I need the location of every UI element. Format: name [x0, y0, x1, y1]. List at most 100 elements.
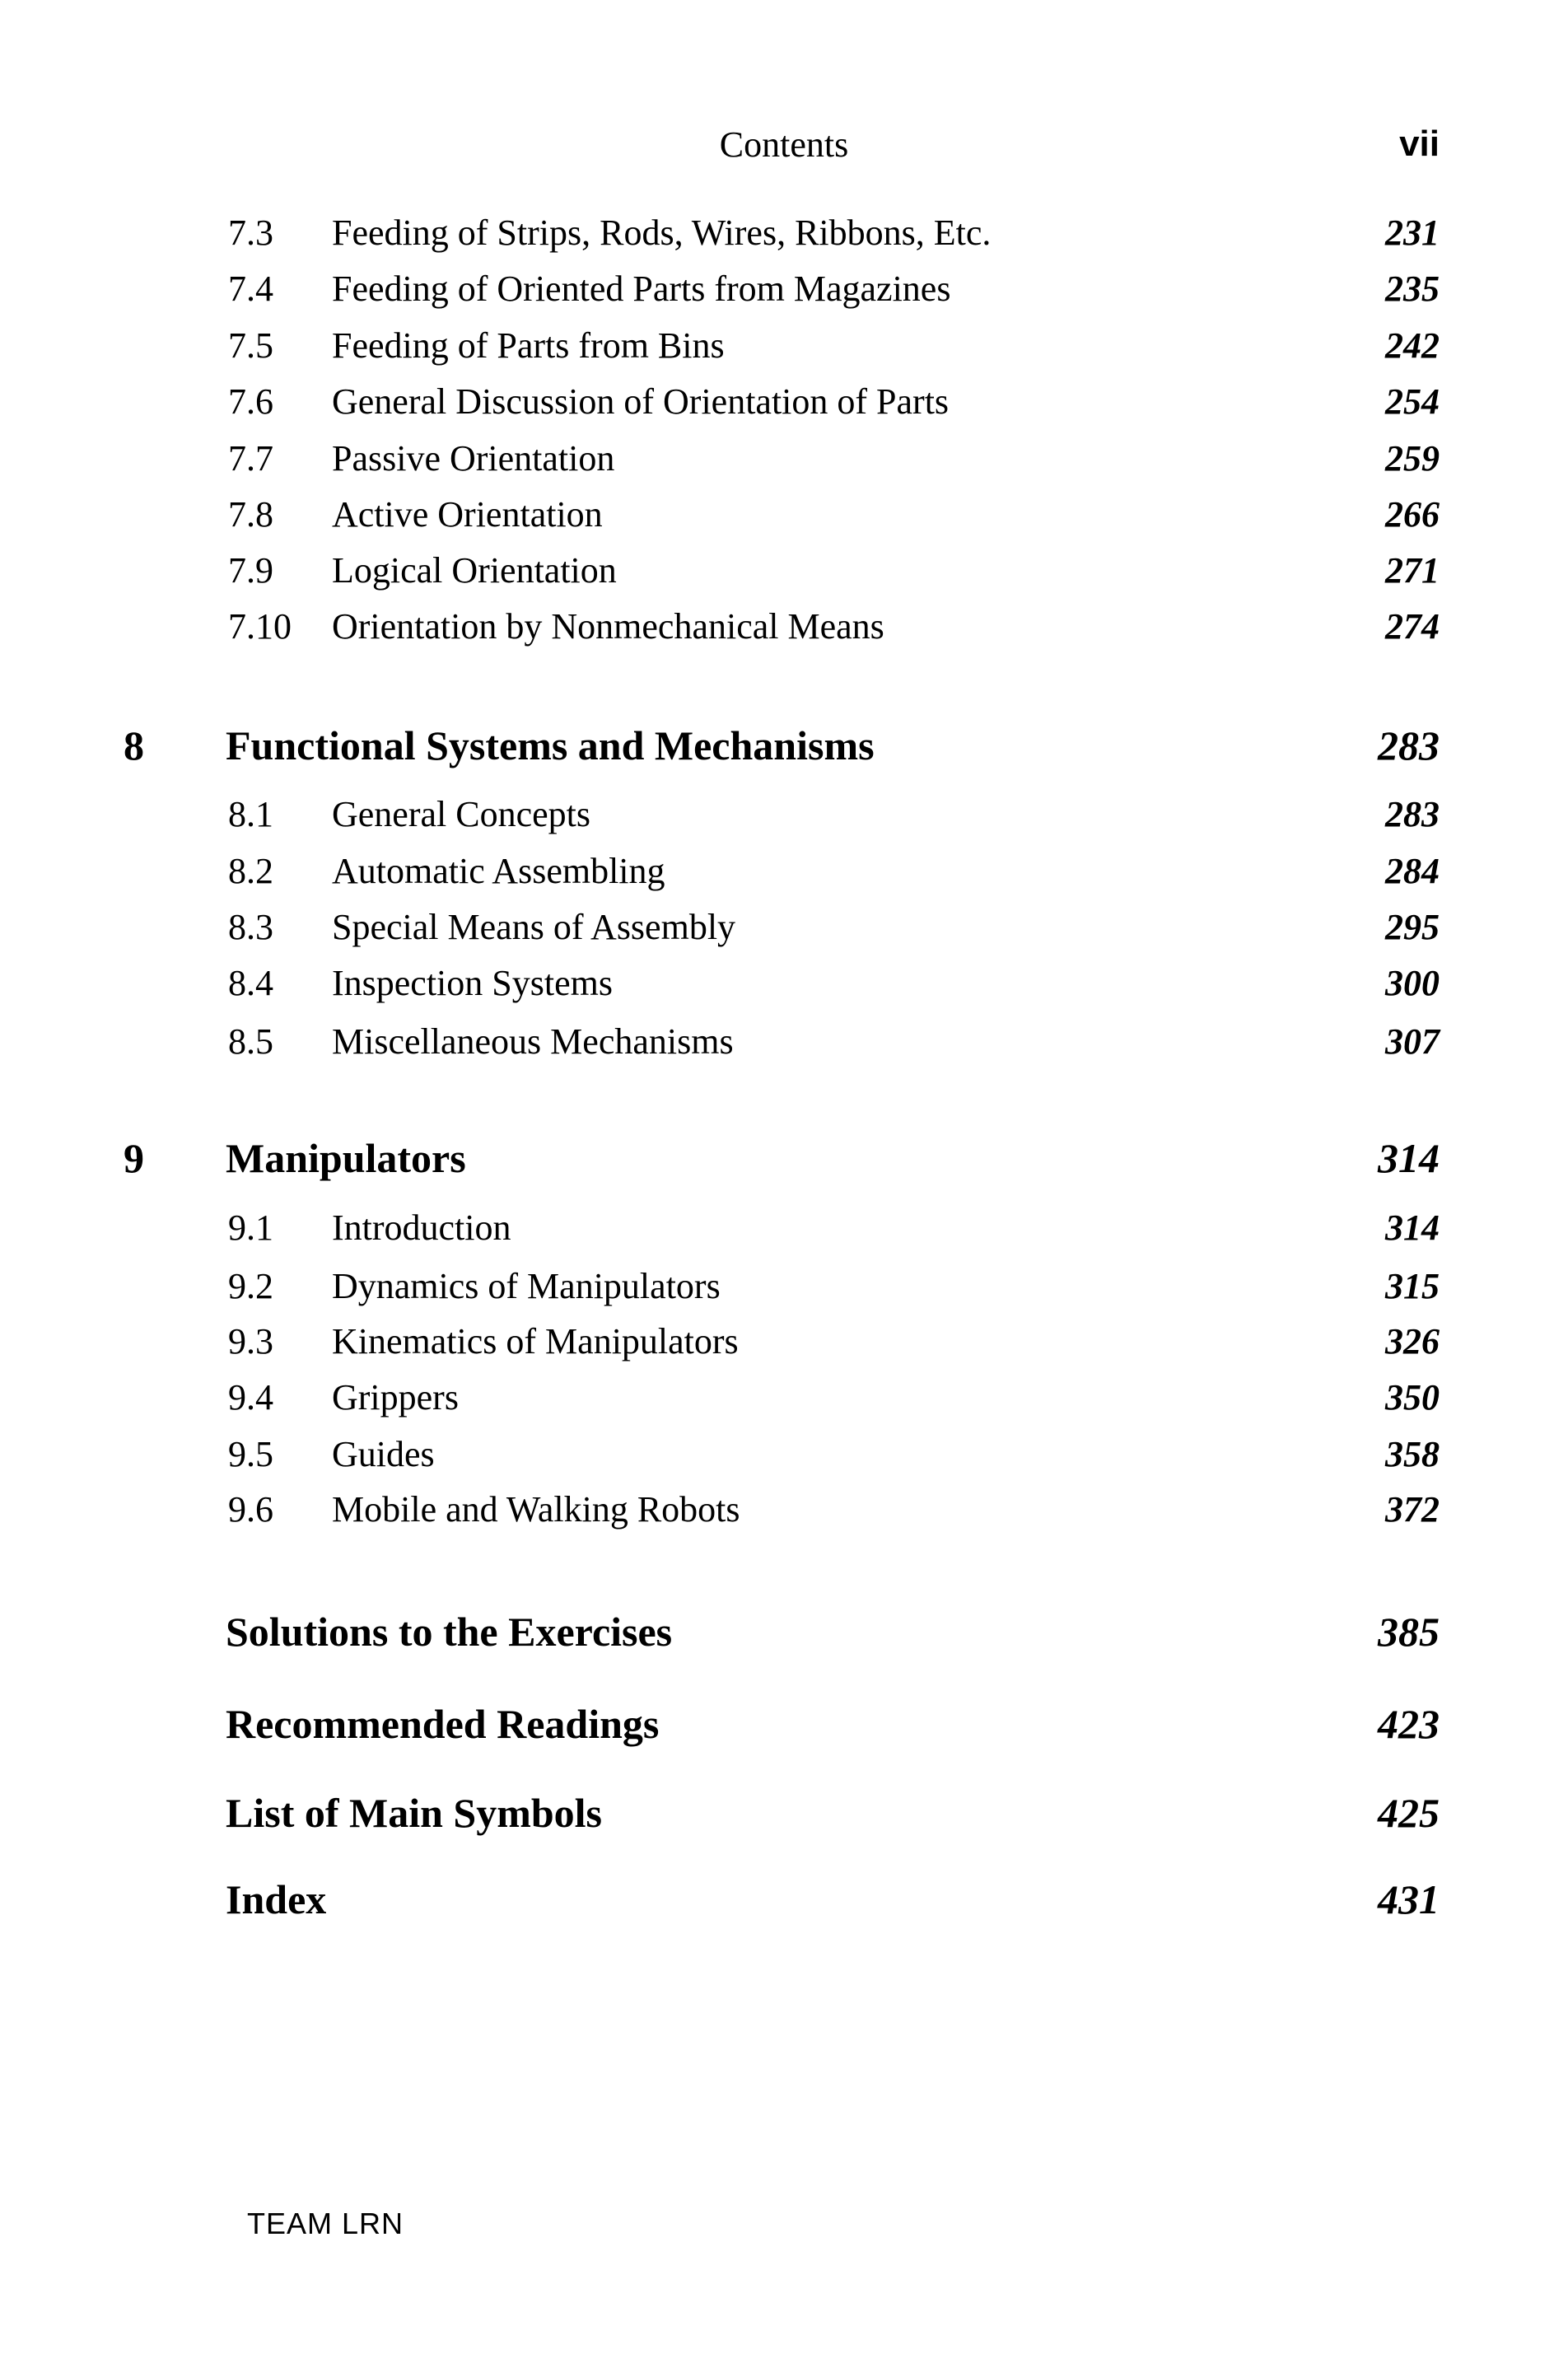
toc-entry: 7.10 Orientation by Nonmechanical Means … — [0, 609, 1568, 658]
entry-page: 307 — [1385, 1021, 1440, 1062]
toc-entry: 8.1 General Concepts 283 — [0, 796, 1568, 846]
entry-page: 235 — [1385, 269, 1440, 309]
toc-entry: 9.4 Grippers 350 — [0, 1380, 1568, 1429]
toc-entry: 9.6 Mobile and Walking Robots 372 — [0, 1492, 1568, 1541]
backmatter-page: 425 — [1378, 1790, 1440, 1836]
toc-entry: 7.3 Feeding of Strips, Rods, Wires, Ribb… — [0, 215, 1568, 264]
entry-number: 8.4 — [228, 963, 273, 1003]
entry-number: 7.7 — [228, 438, 273, 479]
toc-entry: 7.6 General Discussion of Orientation of… — [0, 384, 1568, 433]
backmatter-title: Index — [226, 1876, 327, 1922]
backmatter-page: 385 — [1378, 1609, 1440, 1655]
backmatter-title: Solutions to the Exercises — [226, 1609, 673, 1655]
entry-title: General Discussion of Orientation of Par… — [332, 381, 950, 422]
entry-title: Logical Orientation — [332, 550, 617, 591]
backmatter-page: 431 — [1378, 1876, 1440, 1922]
team-lrn-watermark: TEAM LRN — [247, 2207, 404, 2240]
entry-title: Grippers — [332, 1377, 459, 1418]
toc-entry: 9.5 Guides 358 — [0, 1436, 1568, 1486]
entry-title: General Concepts — [332, 794, 590, 834]
entry-title: Inspection Systems — [332, 963, 613, 1003]
entry-page: 372 — [1385, 1489, 1440, 1530]
entry-number: 7.5 — [228, 325, 273, 366]
entry-page: 295 — [1385, 907, 1440, 947]
chapter-page: 283 — [1378, 722, 1440, 768]
entry-number: 7.8 — [228, 494, 273, 535]
entry-number: 9.6 — [228, 1489, 273, 1530]
entry-page: 231 — [1385, 213, 1440, 253]
toc-entry: 9.3 Kinematics of Manipulators 326 — [0, 1324, 1568, 1373]
entry-title: Automatic Assembling — [332, 851, 665, 891]
toc-entry: 7.5 Feeding of Parts from Bins 242 — [0, 328, 1568, 377]
toc-entry: 7.9 Logical Orientation 271 — [0, 553, 1568, 602]
toc-entry: 8.5 Miscellaneous Mechanisms 307 — [0, 1024, 1568, 1073]
entry-number: 8.1 — [228, 794, 273, 834]
entry-page: 254 — [1385, 381, 1440, 422]
chapter-heading: 9 Manipulators 314 — [0, 1137, 1568, 1187]
toc-entry: 8.2 Automatic Assembling 284 — [0, 853, 1568, 903]
entry-page: 242 — [1385, 325, 1440, 366]
backmatter-title: List of Main Symbols — [226, 1790, 603, 1836]
entry-title: Feeding of Parts from Bins — [332, 325, 725, 366]
chapter-heading: 8 Functional Systems and Mechanisms 283 — [0, 725, 1568, 774]
backmatter-heading: List of Main Symbols 425 — [0, 1792, 1568, 1842]
entry-page: 300 — [1385, 963, 1440, 1003]
entry-title: Feeding of Strips, Rods, Wires, Ribbons,… — [332, 213, 992, 253]
entry-number: 8.2 — [228, 851, 273, 891]
entry-page: 259 — [1385, 438, 1440, 479]
backmatter-heading: Solutions to the Exercises 385 — [0, 1611, 1568, 1660]
entry-number: 7.3 — [228, 213, 273, 253]
backmatter-heading: Recommended Readings 423 — [0, 1703, 1568, 1753]
entry-number: 8.3 — [228, 907, 273, 947]
toc-entry: 8.4 Inspection Systems 300 — [0, 965, 1568, 1015]
toc-entry: 7.7 Passive Orientation 259 — [0, 441, 1568, 490]
entry-page: 315 — [1385, 1266, 1440, 1306]
page-title: Contents — [719, 124, 849, 165]
entry-number: 7.4 — [228, 269, 273, 309]
entry-number: 7.10 — [228, 606, 292, 647]
chapter-number: 8 — [124, 722, 144, 768]
entry-title: Miscellaneous Mechanisms — [332, 1021, 734, 1062]
entry-page: 266 — [1385, 494, 1440, 535]
entry-title: Passive Orientation — [332, 438, 615, 479]
entry-number: 9.3 — [228, 1321, 273, 1361]
entry-title: Active Orientation — [332, 494, 603, 535]
entry-page: 283 — [1385, 794, 1440, 834]
backmatter-title: Recommended Readings — [226, 1701, 660, 1747]
backmatter-page: 423 — [1378, 1701, 1440, 1747]
entry-title: Feeding of Oriented Parts from Magazines — [332, 269, 951, 309]
entry-page: 274 — [1385, 606, 1440, 647]
chapter-title: Functional Systems and Mechanisms — [226, 722, 875, 768]
entry-number: 9.4 — [228, 1377, 273, 1418]
backmatter-heading: Index 431 — [0, 1879, 1568, 1928]
entry-number: 7.6 — [228, 381, 273, 422]
toc-entry: 9.2 Dynamics of Manipulators 315 — [0, 1268, 1568, 1318]
entry-title: Kinematics of Manipulators — [332, 1321, 739, 1361]
toc-entry: 9.1 Introduction 314 — [0, 1210, 1568, 1259]
toc-entry: 7.4 Feeding of Oriented Parts from Magaz… — [0, 271, 1568, 320]
entry-title: Mobile and Walking Robots — [332, 1489, 740, 1530]
entry-number: 7.9 — [228, 550, 273, 591]
toc-entry: 7.8 Active Orientation 266 — [0, 497, 1568, 546]
entry-number: 9.2 — [228, 1266, 273, 1306]
toc-entry: 8.3 Special Means of Assembly 295 — [0, 909, 1568, 959]
entry-title: Introduction — [332, 1207, 511, 1248]
entry-page: 271 — [1385, 550, 1440, 591]
chapter-number: 9 — [124, 1135, 144, 1181]
entry-number: 9.1 — [228, 1207, 273, 1248]
entry-title: Orientation by Nonmechanical Means — [332, 606, 884, 647]
entry-title: Dynamics of Manipulators — [332, 1266, 721, 1306]
entry-number: 8.5 — [228, 1021, 273, 1062]
entry-title: Guides — [332, 1434, 435, 1474]
entry-page: 326 — [1385, 1321, 1440, 1361]
entry-number: 9.5 — [228, 1434, 273, 1474]
entry-page: 284 — [1385, 851, 1440, 891]
entry-page: 350 — [1385, 1377, 1440, 1418]
chapter-title: Manipulators — [226, 1135, 466, 1181]
entry-title: Special Means of Assembly — [332, 907, 736, 947]
chapter-page: 314 — [1378, 1135, 1440, 1181]
entry-page: 358 — [1385, 1434, 1440, 1474]
entry-page: 314 — [1385, 1207, 1440, 1248]
folio-page-number: vii — [1399, 124, 1440, 164]
